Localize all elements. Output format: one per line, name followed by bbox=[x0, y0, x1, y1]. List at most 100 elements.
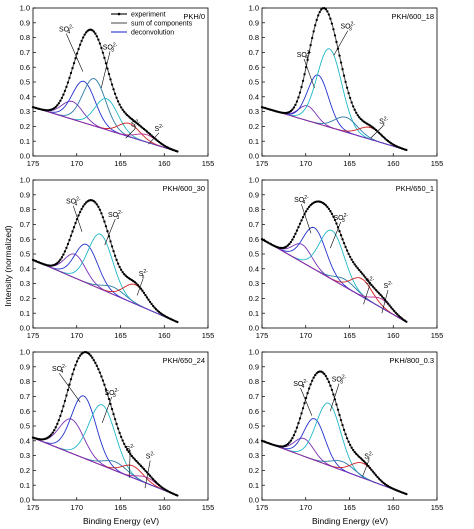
experiment-point bbox=[59, 414, 62, 417]
x-tick-label: 170 bbox=[299, 331, 312, 340]
experiment-point bbox=[298, 417, 302, 420]
experiment-point bbox=[405, 492, 408, 496]
experiment-point bbox=[144, 129, 147, 132]
peak-label-leader bbox=[363, 285, 370, 305]
peak-label-1: SO2-4 bbox=[59, 25, 74, 36]
experiment-point bbox=[312, 376, 315, 379]
experiment-point bbox=[92, 30, 95, 33]
peak-label-4: S2- bbox=[154, 124, 163, 133]
experiment-point bbox=[116, 100, 120, 103]
experiment-point bbox=[109, 78, 112, 81]
y-tick-label: 0.2 bbox=[20, 294, 30, 303]
experiment-point bbox=[121, 439, 124, 442]
peak-label-1: SO2-4 bbox=[52, 364, 67, 375]
x-tick-label: 170 bbox=[70, 503, 83, 512]
y-tick-label: 0.9 bbox=[20, 190, 30, 199]
experiment-point bbox=[121, 108, 124, 111]
experiment-point bbox=[136, 461, 140, 464]
experiment-point bbox=[74, 221, 77, 225]
experiment-point bbox=[150, 302, 153, 306]
experiment-point bbox=[377, 477, 381, 480]
experiment-point bbox=[139, 125, 143, 128]
experiment-point bbox=[57, 102, 60, 105]
experiment-point bbox=[288, 441, 291, 444]
x-tick-label: 155 bbox=[202, 331, 215, 340]
experiment-point bbox=[115, 422, 118, 426]
y-tick-label: 0.9 bbox=[20, 18, 30, 27]
peak-label-leader bbox=[148, 132, 160, 145]
baseline-curve bbox=[261, 440, 407, 495]
experiment-point bbox=[324, 204, 327, 207]
peak-label-leader bbox=[301, 204, 312, 234]
experiment-point bbox=[355, 265, 358, 268]
experiment-point bbox=[82, 205, 85, 208]
experiment-point bbox=[335, 222, 338, 225]
experiment-point bbox=[373, 287, 376, 290]
x-axis-label-right: Binding Energy (eV) bbox=[312, 516, 388, 526]
x-tick-label: 170 bbox=[299, 159, 312, 168]
experiment-point bbox=[326, 10, 329, 13]
experiment-point bbox=[106, 67, 109, 70]
experiment-point bbox=[304, 396, 308, 400]
experiment-point bbox=[112, 250, 115, 253]
experiment-point bbox=[300, 412, 303, 415]
experiment-point bbox=[361, 272, 364, 275]
x-tick-label: 175 bbox=[256, 331, 269, 340]
experiment-point bbox=[80, 39, 83, 43]
y-axis-label: Intensity (normalized) bbox=[3, 225, 13, 306]
experiment-point bbox=[292, 433, 296, 437]
experiment-point bbox=[154, 138, 158, 141]
component-curve-2 bbox=[32, 395, 178, 496]
experiment-point bbox=[127, 450, 130, 453]
experiment-point bbox=[332, 393, 335, 396]
experiment-point bbox=[144, 469, 147, 472]
y-tick-label: 0.1 bbox=[20, 309, 30, 318]
plot-frame bbox=[32, 179, 209, 329]
y-tick-label: 1.0 bbox=[249, 176, 259, 185]
experiment-point bbox=[69, 71, 73, 75]
experiment-point bbox=[118, 103, 121, 106]
experiment-point bbox=[301, 215, 305, 219]
peak-label-2: SO2-3 bbox=[103, 42, 118, 53]
experiment-point bbox=[300, 85, 303, 89]
legend-label-2: sum of components bbox=[131, 21, 193, 28]
experiment-point bbox=[295, 426, 299, 429]
y-tick-label: 0.0 bbox=[249, 152, 259, 161]
experiment-point bbox=[101, 216, 105, 219]
y-tick-label: 0.7 bbox=[249, 220, 259, 229]
experiment-point bbox=[154, 481, 158, 484]
experiment-point bbox=[361, 458, 364, 461]
experiment-point bbox=[405, 148, 408, 152]
experiment-point bbox=[324, 374, 327, 378]
experiment-point bbox=[153, 137, 156, 140]
y-tick-label: 0.4 bbox=[20, 264, 30, 273]
experiment-point bbox=[104, 225, 108, 228]
x-tick-label: 155 bbox=[202, 503, 215, 512]
experiment-point bbox=[323, 372, 326, 376]
experiment-point bbox=[75, 360, 79, 363]
y-tick-label: 0.7 bbox=[249, 48, 259, 57]
peak-label-leader bbox=[300, 387, 313, 416]
experiment-point bbox=[119, 435, 123, 439]
y-tick-label: 0.5 bbox=[249, 78, 259, 87]
experiment-point bbox=[142, 127, 146, 131]
experiment-point bbox=[138, 463, 141, 466]
experiment-point bbox=[150, 476, 153, 479]
experiment-point bbox=[356, 114, 359, 117]
experiment-point bbox=[123, 110, 126, 113]
experiment-point bbox=[59, 99, 62, 102]
y-tick-label: 0.7 bbox=[20, 220, 30, 229]
experiment-point bbox=[306, 207, 309, 211]
experiment-point bbox=[98, 208, 102, 211]
experiment-point bbox=[374, 474, 378, 477]
experiment-point bbox=[124, 274, 127, 277]
experiment-point bbox=[62, 405, 65, 408]
peak-label-leader bbox=[104, 218, 116, 246]
component-curve-2 bbox=[261, 418, 407, 495]
experiment-point bbox=[320, 8, 323, 11]
panel-title: PKH/650_24 bbox=[162, 356, 205, 365]
experiment-point bbox=[62, 93, 65, 96]
experiment-point bbox=[112, 88, 115, 91]
experiment-point bbox=[95, 35, 98, 38]
experiment-point bbox=[386, 302, 390, 305]
